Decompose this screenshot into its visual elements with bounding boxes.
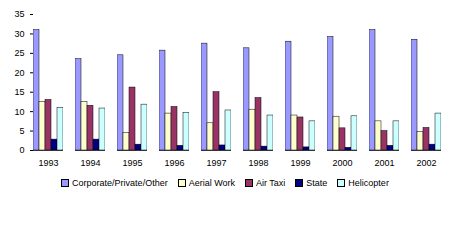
svg-text:1996: 1996 [164,158,184,168]
html-text:State: State [306,178,328,188]
html-text:Helicopter: Helicopter [348,178,389,188]
svg-text:10: 10 [14,107,24,117]
svg-text:2000: 2000 [332,158,352,168]
svg-text:1994: 1994 [80,158,100,168]
svg-text:2001: 2001 [374,158,394,168]
html-text:Corporate/Private/Other: Corporate/Private/Other [72,178,168,188]
svg-text:20: 20 [14,68,24,78]
svg-text:1999: 1999 [290,158,310,168]
svg-text:1993: 1993 [38,158,58,168]
svg-text:15: 15 [14,87,24,97]
html-text:Air Taxi: Air Taxi [256,178,286,188]
svg-text:0: 0 [19,145,24,155]
svg-text:1997: 1997 [206,158,226,168]
html-text:Aerial Work: Aerial Work [188,178,235,188]
svg-text:1995: 1995 [122,158,142,168]
svg-text:25: 25 [14,48,24,58]
svg-text:30: 30 [14,29,24,39]
svg-text:1998: 1998 [248,158,268,168]
svg-text:5: 5 [19,126,24,136]
svg-text:2002: 2002 [416,158,436,168]
svg-text:35: 35 [14,9,24,19]
